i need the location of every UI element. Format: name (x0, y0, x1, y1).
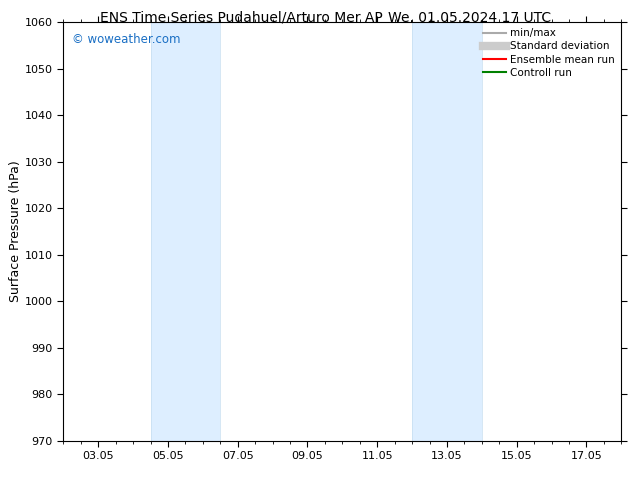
Text: © woweather.com: © woweather.com (72, 32, 180, 46)
Y-axis label: Surface Pressure (hPa): Surface Pressure (hPa) (9, 161, 22, 302)
Legend: min/max, Standard deviation, Ensemble mean run, Controll run: min/max, Standard deviation, Ensemble me… (479, 24, 619, 82)
Text: We. 01.05.2024 17 UTC: We. 01.05.2024 17 UTC (387, 11, 551, 25)
Bar (150, 22, 221, 441)
Bar (412, 22, 482, 441)
Text: ENS Time Series Pudahuel/Arturo Mer AP: ENS Time Series Pudahuel/Arturo Mer AP (100, 11, 382, 25)
